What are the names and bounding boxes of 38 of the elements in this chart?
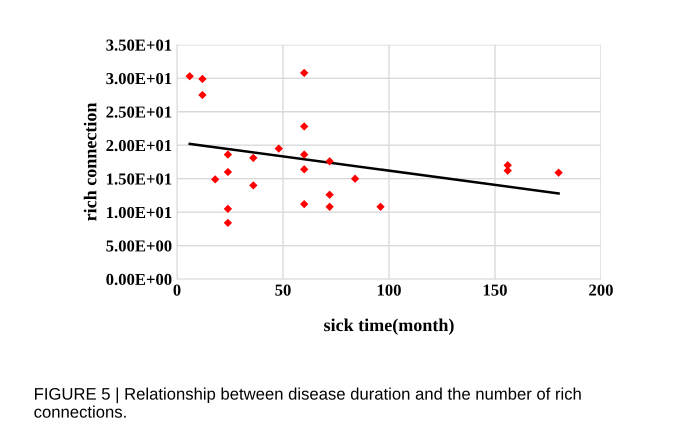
x-tick-label: 200 (589, 284, 613, 296)
y-axis-title: rich connection (84, 102, 96, 221)
point (224, 204, 232, 213)
point (300, 150, 308, 159)
point (249, 154, 258, 162)
point (210, 175, 220, 184)
point (300, 122, 308, 131)
point (224, 168, 232, 176)
point (249, 181, 258, 190)
x-tick-label: 150 (484, 284, 507, 296)
y-tick-label: 3.00E+01 (106, 72, 172, 84)
point (300, 68, 308, 78)
x-tick-label: 50 (275, 284, 291, 296)
x-tick-label: 0 (173, 284, 181, 296)
point (274, 144, 283, 153)
x-axis-title: sick time(month) (324, 318, 454, 335)
point (186, 72, 194, 80)
point (325, 157, 334, 166)
point (376, 202, 385, 211)
point (198, 74, 207, 84)
x-tick-label: 100 (378, 284, 401, 296)
y-tick-label: 1.50E+01 (107, 173, 172, 185)
point (350, 174, 360, 183)
y-tick-label: 5.00E+00 (106, 240, 172, 252)
point (300, 200, 308, 208)
point (224, 150, 232, 159)
y-tick-label: 2.00E+01 (106, 140, 172, 152)
point (198, 90, 207, 100)
caption: FIGURE 5 | Relationship between disease duration and the number of rich connections. (34, 388, 581, 418)
point (554, 168, 563, 177)
point (300, 165, 308, 174)
point (325, 190, 334, 199)
y-tick-label: 0.00E+00 (106, 274, 172, 286)
y-tick-label: 3.50E+01 (106, 40, 172, 51)
point (224, 218, 232, 228)
point (325, 202, 334, 211)
y-tick-label: 2.50E+01 (106, 106, 172, 118)
y-tick-label: 1.00E+01 (107, 206, 172, 218)
